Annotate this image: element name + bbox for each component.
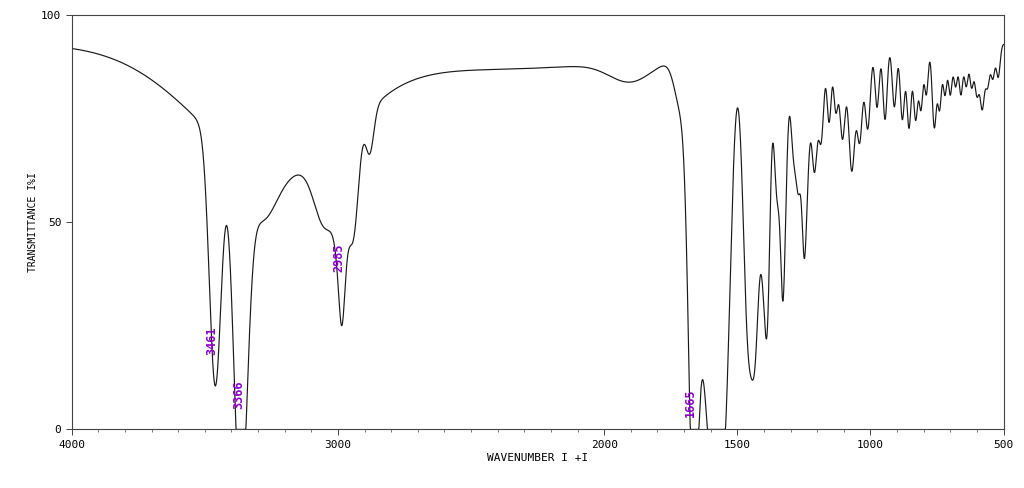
Text: 3366: 3366	[232, 380, 246, 409]
Text: 3461: 3461	[206, 326, 218, 355]
Y-axis label: TRANSMITTANCE I%I: TRANSMITTANCE I%I	[29, 172, 38, 272]
Text: 1665: 1665	[684, 388, 696, 417]
X-axis label: WAVENUMBER I +I: WAVENUMBER I +I	[487, 453, 588, 463]
Text: 2985: 2985	[332, 244, 345, 272]
